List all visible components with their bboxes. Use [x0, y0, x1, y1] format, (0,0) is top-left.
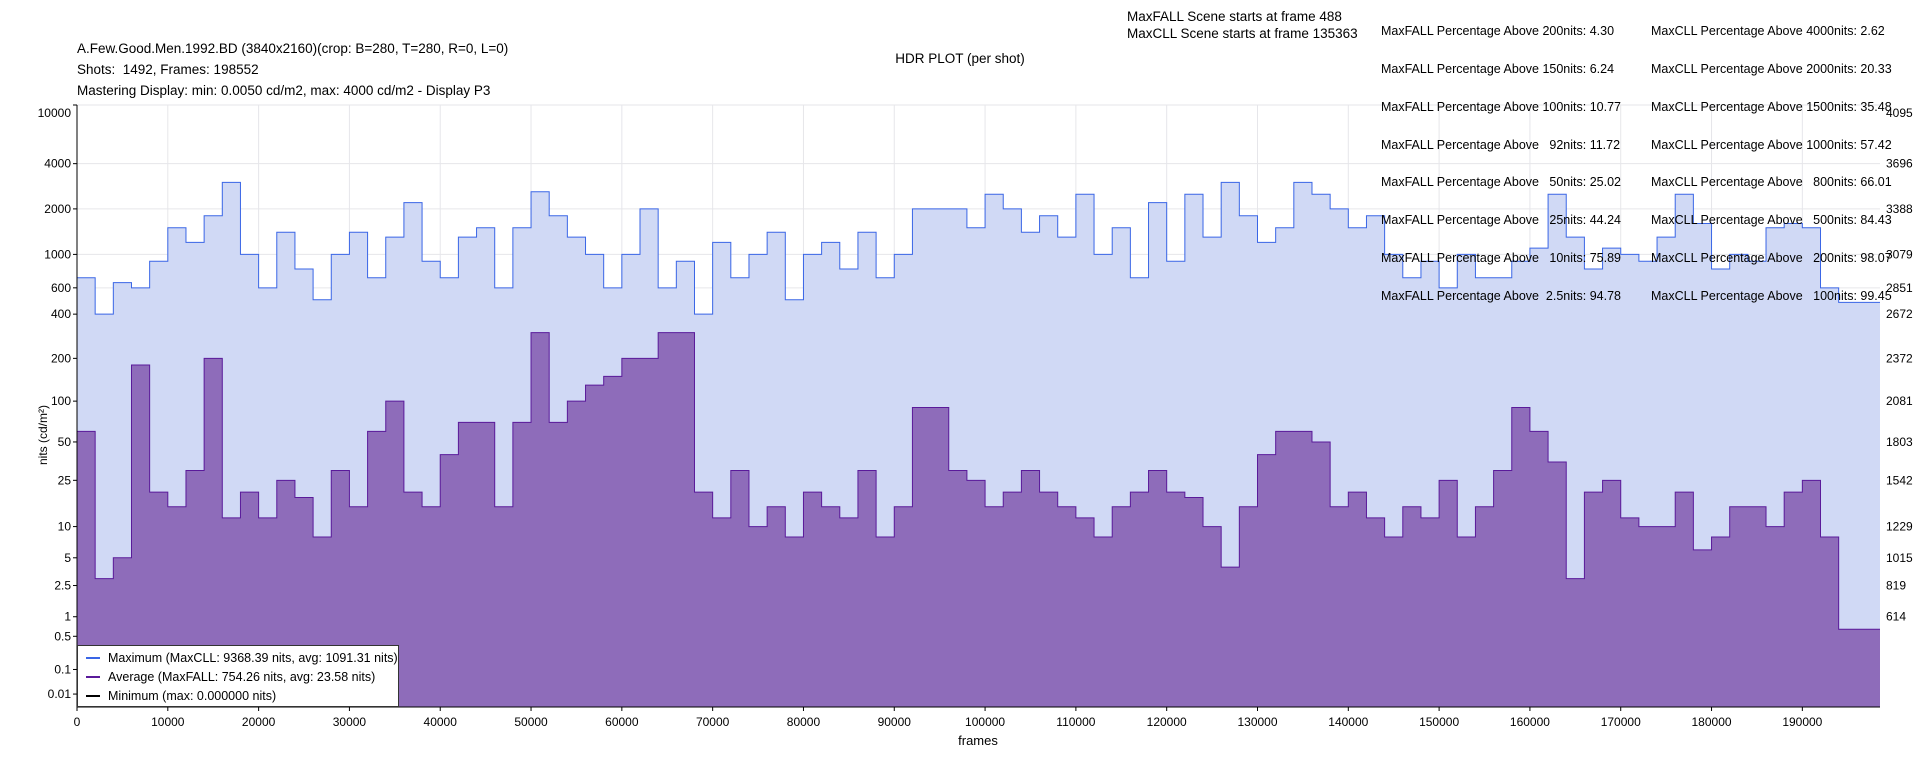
y-tick-label: 1 [64, 610, 71, 624]
y-axis-label: nits (cd/m²) [36, 405, 50, 465]
y-tick-label: 10 [58, 520, 72, 534]
right-tick-label: 1015 [1886, 551, 1913, 565]
legend-swatch [86, 676, 100, 678]
x-tick-label: 70000 [696, 715, 730, 729]
x-tick-label: 0 [74, 715, 81, 729]
y-tick-label: 4000 [44, 157, 71, 171]
x-tick-label: 190000 [1782, 715, 1822, 729]
maxcll-stat: MaxCLL Percentage Above 4000nits: 2.62 [1651, 24, 1885, 39]
right-tick-label: 2081 [1886, 394, 1913, 408]
y-tick-label: 1000 [44, 247, 71, 261]
y-tick-label: 0.5 [54, 629, 71, 643]
axes: 0 10000 20000 30000 40000 50000 60000 70000 8000… [38, 104, 1913, 729]
y-tick-label: 2000 [44, 202, 71, 216]
x-axis-label: frames [958, 733, 998, 748]
x-tick-label: 110000 [1056, 715, 1095, 729]
right-tick-label: 1229 [1886, 520, 1913, 534]
x-tick-label: 20000 [242, 715, 276, 729]
legend-item-average: Average (MaxFALL: 754.26 nits, avg: 23.5… [86, 670, 375, 684]
series-layer [77, 181, 1880, 707]
maxfall-stat: MaxFALL Percentage Above 50nits: 25.02 [1381, 175, 1621, 190]
maxcll-stat: MaxCLL Percentage Above 200nits: 98.07 [1651, 250, 1892, 265]
maxfall-stat: MaxFALL Percentage Above 150nits: 6.24 [1381, 61, 1615, 76]
maxfall-stat: MaxFALL Percentage Above 10nits: 75.89 [1381, 250, 1621, 265]
y-tick-label: 0.1 [54, 662, 71, 676]
y-tick-label: 200 [51, 351, 71, 365]
x-tick-label: 40000 [424, 715, 458, 729]
maxfall-scene: MaxFALL Scene starts at frame 488 [1127, 9, 1342, 24]
legend-swatch [86, 657, 100, 659]
right-tick-label: 2851 [1886, 281, 1913, 295]
maxcll-stat: MaxCLL Percentage Above 800nits: 66.01 [1651, 175, 1892, 190]
maxcll-stats: MaxCLL Percentage Above 4000nits: 2.62 M… [1651, 0, 1892, 315]
x-tick-label: 80000 [787, 715, 821, 729]
right-tick-label: 819 [1886, 579, 1906, 593]
right-tick-label: 3079 [1886, 247, 1913, 261]
right-tick-label: 1542 [1886, 473, 1913, 487]
maxfall-stats: MaxFALL Percentage Above 200nits: 4.30 M… [1381, 0, 1621, 315]
x-tick-label: 160000 [1510, 715, 1550, 729]
maxcll-stat: MaxCLL Percentage Above 1000nits: 57.42 [1651, 137, 1892, 152]
legend-item-maximum: Maximum (MaxCLL: 9368.39 nits, avg: 1091… [86, 651, 398, 665]
maxfall-stat: MaxFALL Percentage Above 200nits: 4.30 [1381, 24, 1615, 39]
x-tick-label: 170000 [1601, 715, 1641, 729]
mastering-display: Mastering Display: min: 0.0050 cd/m2, ma… [77, 83, 491, 98]
right-tick-label: 614 [1886, 610, 1906, 624]
maxfall-stat: MaxFALL Percentage Above 25nits: 44.24 [1381, 213, 1621, 228]
legend-label: Minimum (max: 0.000000 nits) [108, 689, 277, 703]
right-tick-label: 2672 [1886, 307, 1913, 321]
source-title: A.Few.Good.Men.1992.BD (3840x2160)(crop:… [77, 41, 509, 56]
maxfall-stat: MaxFALL Percentage Above 2.5nits: 94.78 [1381, 288, 1621, 303]
plot-title: HDR PLOT (per shot) [895, 51, 1025, 66]
y-tick-label: 0.01 [48, 687, 72, 701]
y-tick-label: 25 [58, 473, 72, 487]
x-tick-label: 150000 [1419, 715, 1459, 729]
legend-item-minimum: Minimum (max: 0.000000 nits) [86, 689, 276, 703]
legend-label: Average (MaxFALL: 754.26 nits, avg: 23.5… [108, 670, 376, 684]
x-tick-label: 180000 [1692, 715, 1732, 729]
x-tick-label: 10000 [151, 715, 185, 729]
maxcll-stat: MaxCLL Percentage Above 1500nits: 35.48 [1651, 99, 1892, 114]
legend: Maximum (MaxCLL: 9368.39 nits, avg: 1091… [77, 645, 399, 707]
x-tick-label: 100000 [965, 715, 1005, 729]
y-tick-label: 100 [51, 394, 71, 408]
series-line-average [77, 332, 1880, 630]
x-tick-label: 30000 [333, 715, 367, 729]
y-tick-label: 400 [51, 307, 71, 321]
x-tick-label: 130000 [1237, 715, 1277, 729]
legend-label: Maximum (MaxCLL: 9368.39 nits, avg: 1091… [108, 651, 398, 665]
right-tick-label: 3388 [1886, 202, 1913, 216]
series-area-average [77, 332, 1880, 707]
legend-swatch [86, 695, 100, 697]
x-tick-label: 60000 [605, 715, 639, 729]
right-tick-label: 2372 [1886, 351, 1913, 365]
series-line-maximum [77, 181, 1880, 315]
x-tick-label: 120000 [1147, 715, 1187, 729]
maxfall-stat: MaxFALL Percentage Above 92nits: 11.72 [1381, 137, 1621, 152]
right-tick-label: 4095 [1886, 106, 1913, 120]
y-tick-label: 10000 [38, 106, 72, 120]
right-tick-label: 1803 [1886, 435, 1913, 449]
y-tick-label: 2.5 [54, 579, 71, 593]
y-tick-label: 600 [51, 281, 71, 295]
maxcll-stat: MaxCLL Percentage Above 500nits: 84.43 [1651, 213, 1892, 228]
right-tick-label: 3696 [1886, 157, 1913, 171]
maxcll-stat: MaxCLL Percentage Above 100nits: 99.45 [1651, 288, 1892, 303]
y-tick-label: 50 [58, 435, 72, 449]
x-tick-label: 140000 [1328, 715, 1368, 729]
maxcll-stat: MaxCLL Percentage Above 2000nits: 20.33 [1651, 61, 1892, 76]
x-tick-label: 90000 [878, 715, 912, 729]
maxfall-stat: MaxFALL Percentage Above 100nits: 10.77 [1381, 99, 1621, 114]
x-tick-label: 50000 [514, 715, 548, 729]
y-tick-label: 5 [64, 551, 71, 565]
shots-frames: Shots: 1492, Frames: 198552 [77, 62, 259, 77]
maxcll-scene: MaxCLL Scene starts at frame 135363 [1127, 26, 1358, 41]
